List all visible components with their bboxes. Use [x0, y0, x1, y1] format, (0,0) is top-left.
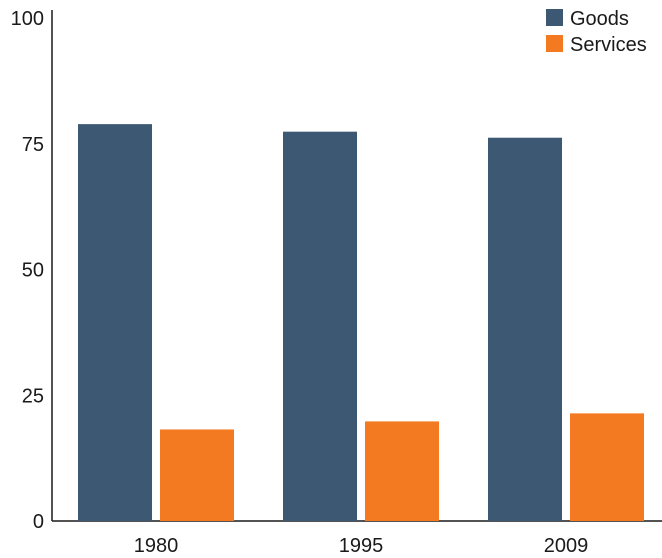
legend-swatch-services: [546, 35, 563, 52]
legend-label-services: Services: [570, 34, 647, 56]
x-tick-label: 1980: [134, 535, 179, 557]
legend-swatch-goods: [546, 9, 563, 26]
legend: Goods Services: [546, 8, 647, 56]
legend-label-goods: Goods: [570, 8, 629, 30]
bar-goods-1980: [78, 124, 152, 522]
bar-goods-2009: [488, 137, 562, 522]
y-tick-label: 50: [22, 260, 44, 282]
x-tick-label: 1995: [339, 535, 384, 557]
bar-goods-1995: [283, 131, 357, 522]
bar-services-2009: [570, 413, 644, 521]
bars-group: [78, 124, 644, 522]
x-axis: 1980 1995 2009: [52, 520, 662, 557]
bar-services-1980: [160, 429, 234, 521]
y-tick-label: 100: [11, 8, 44, 30]
y-axis: 0 25 50 75 100: [11, 8, 53, 533]
x-tick-label: 2009: [544, 535, 589, 557]
y-tick-label: 25: [22, 385, 44, 407]
y-tick-label: 75: [22, 134, 44, 156]
bar-services-1995: [365, 421, 439, 521]
y-tick-label: 0: [33, 511, 44, 533]
